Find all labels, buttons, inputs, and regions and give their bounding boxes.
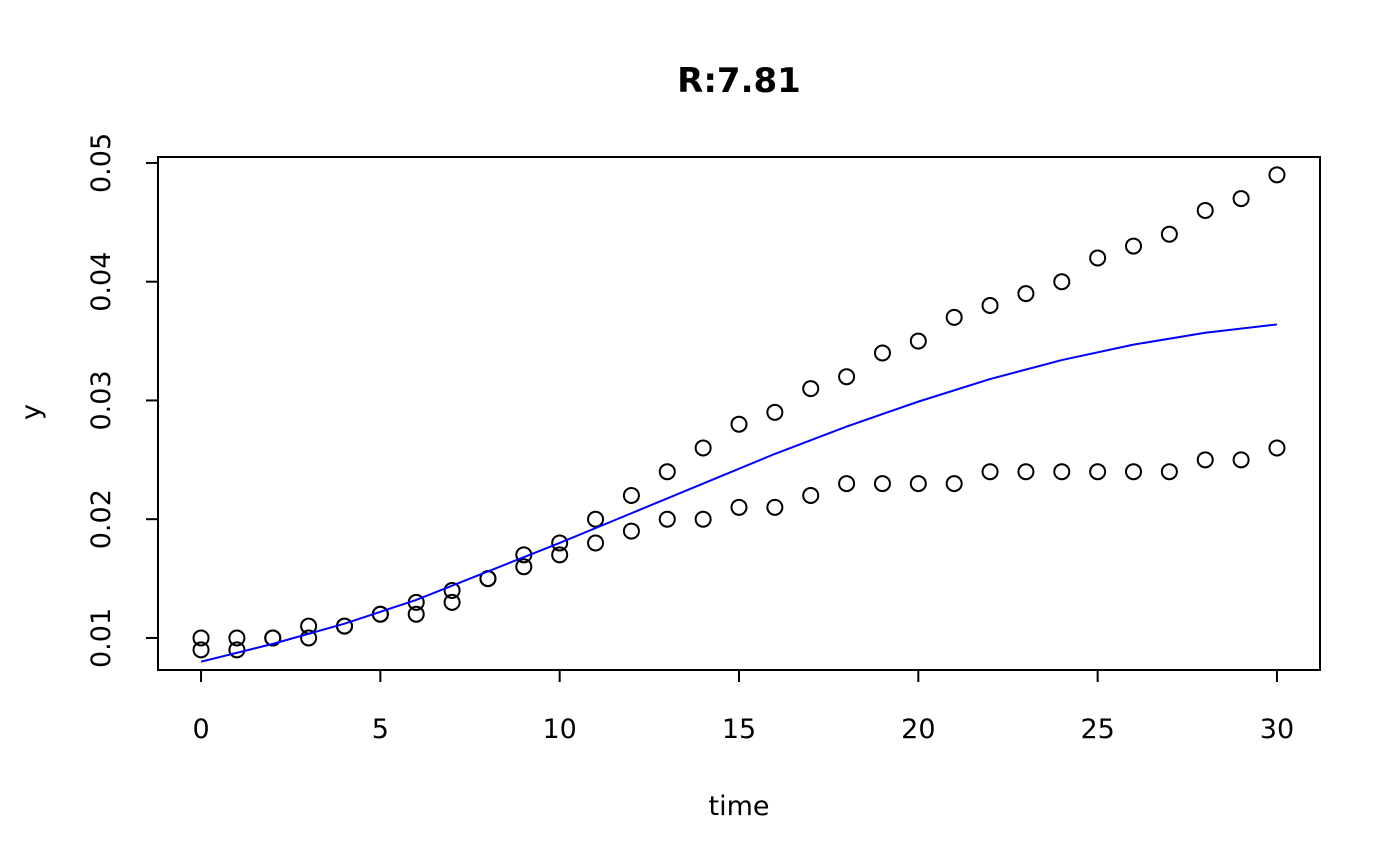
data-point (694, 439, 712, 457)
data-point (766, 403, 784, 421)
y-tick-label: 0.03 (86, 370, 117, 430)
x-tick-label: 20 (901, 714, 935, 745)
data-point (1089, 463, 1107, 481)
data-point (730, 415, 748, 433)
y-tick-label: 0.05 (86, 133, 117, 193)
y-tick-label: 0.01 (86, 608, 117, 668)
data-point (981, 463, 999, 481)
data-point (1125, 237, 1143, 255)
y-tick-label: 0.02 (86, 489, 117, 549)
data-point (838, 475, 856, 493)
data-point (192, 641, 210, 659)
data-point (228, 641, 246, 659)
data-point (1196, 201, 1214, 219)
y-tick-label: 0.04 (86, 252, 117, 312)
plot-area-frame (157, 156, 1321, 671)
data-point (981, 296, 999, 314)
data-point (730, 498, 748, 516)
data-point (873, 475, 891, 493)
data-point (551, 546, 569, 564)
data-point (1017, 463, 1035, 481)
data-point (909, 332, 927, 350)
data-point (1089, 249, 1107, 267)
x-tick-label: 0 (192, 714, 209, 745)
data-point (1232, 451, 1250, 469)
data-point (838, 368, 856, 386)
x-tick-label: 5 (372, 714, 389, 745)
data-marks (192, 166, 1286, 663)
data-point (228, 629, 246, 647)
data-point (300, 629, 318, 647)
data-point (802, 380, 820, 398)
data-point (658, 510, 676, 528)
data-point (407, 605, 425, 623)
data-point (264, 629, 282, 647)
data-point (1160, 463, 1178, 481)
data-point (658, 463, 676, 481)
data-point (1125, 463, 1143, 481)
data-point (622, 522, 640, 540)
data-point (1017, 285, 1035, 303)
data-point (1268, 439, 1286, 457)
data-point (587, 534, 605, 552)
data-point (443, 581, 461, 599)
data-point (1053, 463, 1071, 481)
data-point (551, 534, 569, 552)
data-point (694, 510, 712, 528)
x-tick-label: 15 (722, 714, 756, 745)
data-point (909, 475, 927, 493)
y-axis-label: y (16, 404, 47, 420)
x-tick-label: 30 (1260, 714, 1294, 745)
data-point (1232, 190, 1250, 208)
chart-title: R:7.81 (677, 61, 801, 101)
x-tick-label: 25 (1080, 714, 1114, 745)
data-point (587, 510, 605, 528)
data-point (873, 344, 891, 362)
data-point (1053, 273, 1071, 291)
data-point (443, 593, 461, 611)
data-point (1160, 225, 1178, 243)
data-point (192, 629, 210, 647)
axes: 0 5 10 15 20 25 30 0.01 0.02 0.03 0.04 0.05 (86, 133, 1294, 745)
data-point (766, 498, 784, 516)
data-point (622, 486, 640, 504)
fit-line (200, 323, 1278, 663)
data-point (1268, 166, 1286, 184)
x-tick-label: 10 (542, 714, 576, 745)
x-axis-label: time (708, 791, 769, 822)
data-point (802, 486, 820, 504)
data-point (945, 475, 963, 493)
data-point (515, 558, 533, 576)
data-point (945, 308, 963, 326)
data-point (1196, 451, 1214, 469)
